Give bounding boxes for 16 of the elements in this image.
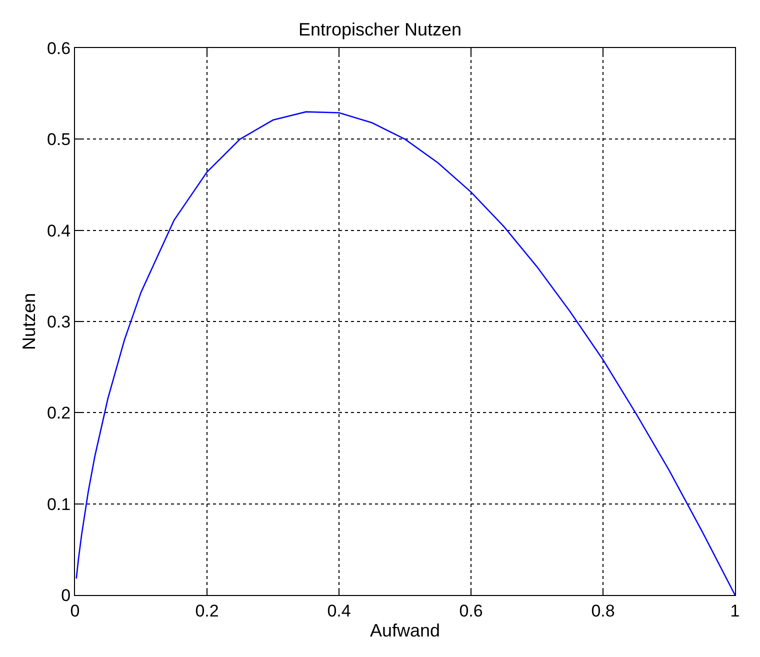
x-tick-label: 0.8 [591,601,615,620]
y-tick-label: 0.1 [46,494,71,514]
y-axis-title: Nutzen [19,292,40,350]
y-tick-label: 0.3 [46,312,71,332]
y-tick-label: 0.5 [46,130,71,150]
x-axis-title: Aufwand [370,620,440,640]
y-tick-label: 0.6 [46,38,71,58]
line-series [76,111,735,595]
x-tick-label: 0.4 [327,601,351,620]
x-tick-label: 0.6 [459,601,483,620]
y-tick-label: 0 [61,586,71,605]
x-tick-label: 1 [730,601,740,620]
y-tick-label: 0.2 [46,404,71,423]
x-tick-label: 0.2 [195,601,219,620]
y-tick-label: 0.4 [46,221,71,240]
chart-title: Entropischer Nutzen [298,20,462,40]
